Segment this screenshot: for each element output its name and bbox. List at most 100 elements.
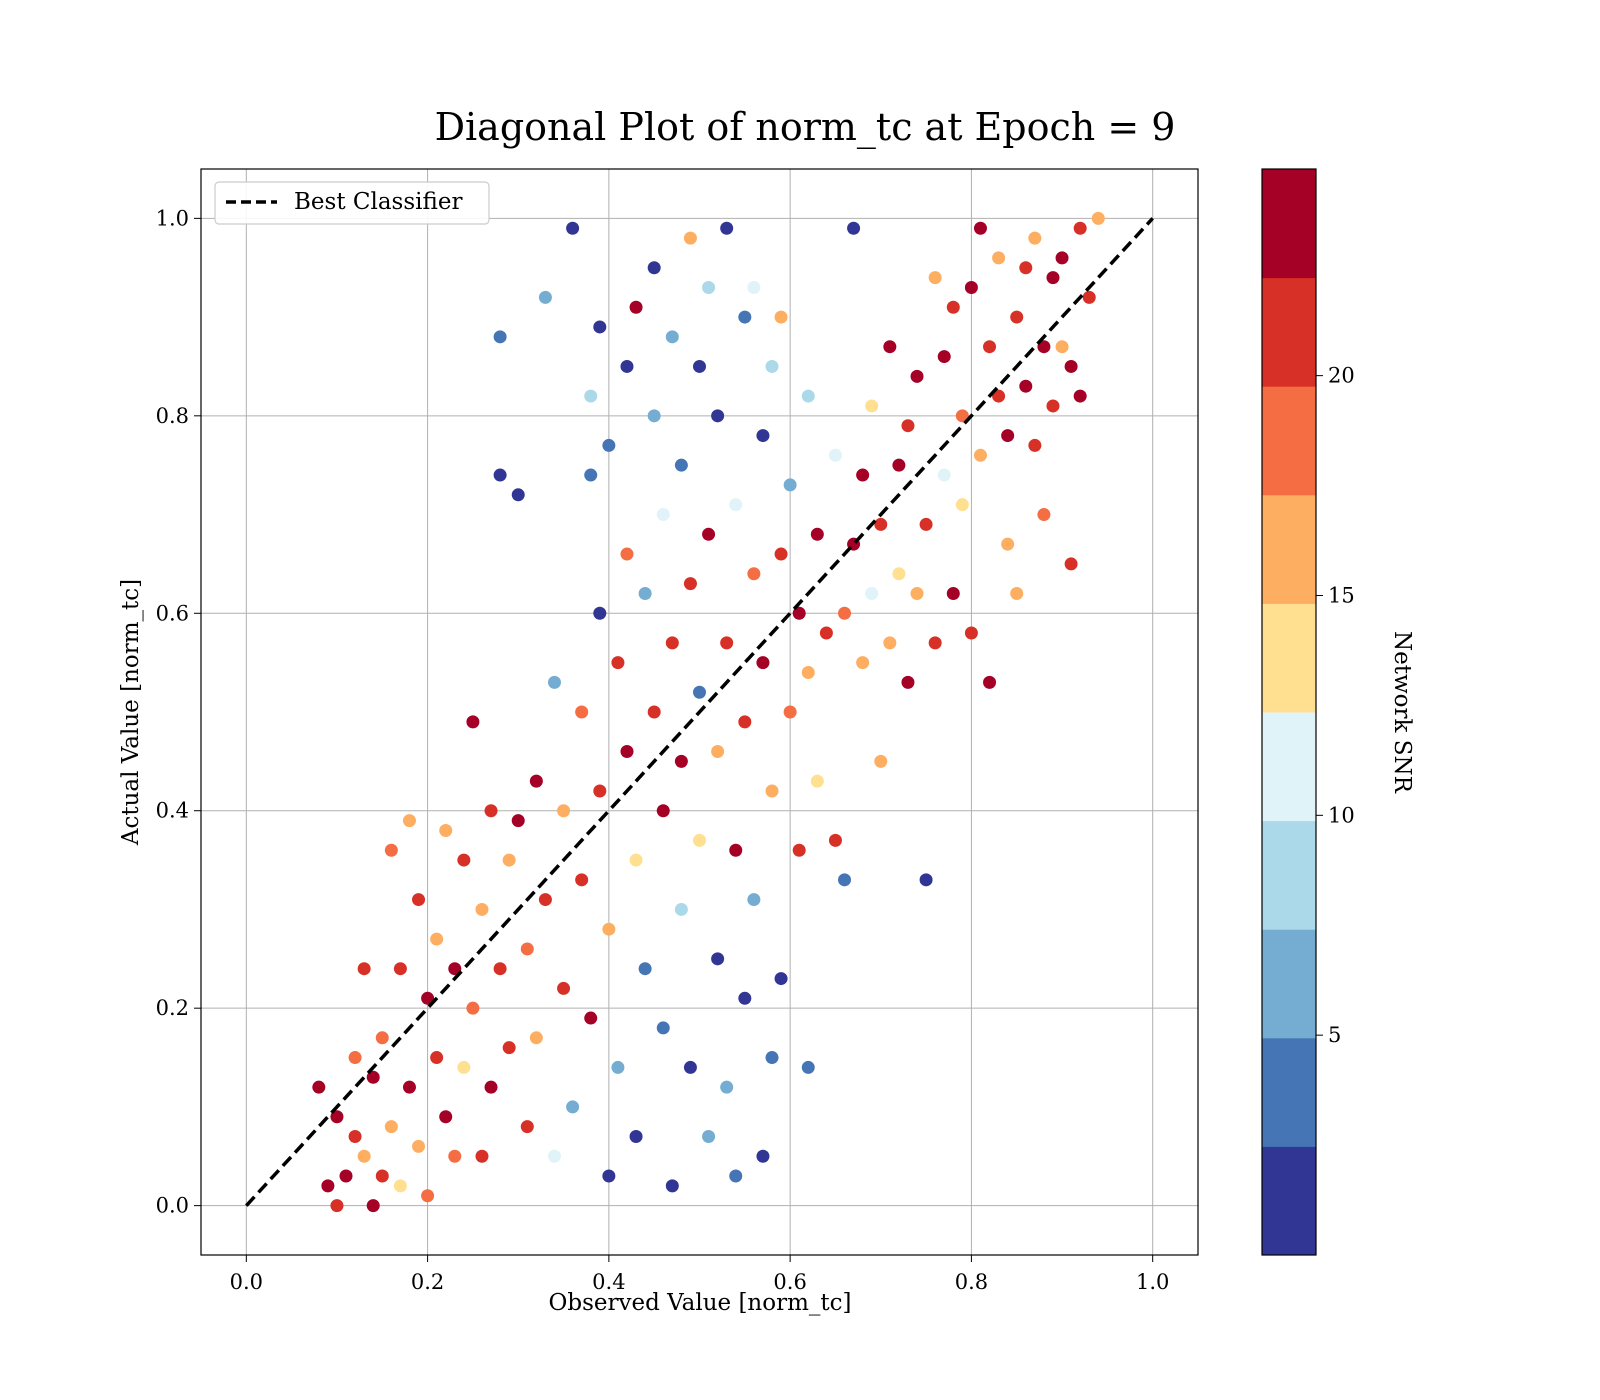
scatter-point xyxy=(520,942,534,956)
scatter-point xyxy=(357,962,371,976)
scatter-point xyxy=(393,1179,407,1193)
y-tick-label: 0.8 xyxy=(156,404,189,428)
scatter-point xyxy=(430,1051,444,1065)
scatter-point xyxy=(575,705,589,719)
scatter-point xyxy=(819,626,833,640)
scatter-point xyxy=(638,962,652,976)
scatter-point xyxy=(366,1199,380,1213)
scatter-point xyxy=(421,991,435,1005)
scatter-point xyxy=(847,221,861,235)
colorbar-tick-label: 20 xyxy=(1328,364,1355,388)
scatter-point xyxy=(901,675,915,689)
scatter-point xyxy=(683,577,697,591)
scatter-point xyxy=(547,675,561,689)
scatter-point xyxy=(792,843,806,857)
scatter-point xyxy=(693,833,706,847)
chart-title: Diagonal Plot of norm_tc at Epoch = 9 xyxy=(435,105,1176,150)
colorbar-tick-label: 5 xyxy=(1328,1023,1341,1047)
scatter-point xyxy=(810,774,824,788)
scatter-point xyxy=(1055,251,1069,265)
scatter-point xyxy=(466,715,480,729)
reference-line xyxy=(245,217,1154,1207)
scatter-point xyxy=(629,853,643,867)
y-tick-label: 0.2 xyxy=(156,996,189,1020)
scatter-point xyxy=(1046,399,1060,413)
scatter-point xyxy=(874,517,888,531)
scatter-point xyxy=(720,1080,734,1094)
scatter-point xyxy=(693,685,706,699)
scatter-point xyxy=(865,587,879,601)
scatter-point xyxy=(747,567,761,581)
scatter-point xyxy=(702,1130,716,1144)
scatter-point xyxy=(375,1031,389,1045)
scatter-point xyxy=(1046,271,1060,285)
scatter-point xyxy=(747,280,761,294)
scatter-point xyxy=(1055,340,1069,354)
scatter-point xyxy=(656,508,670,522)
scatter-point xyxy=(774,972,788,986)
scatter-point xyxy=(557,804,571,818)
scatter-point xyxy=(928,271,942,285)
scatter-point xyxy=(1019,379,1033,393)
scatter-point xyxy=(765,784,779,798)
scatter-point xyxy=(520,1120,534,1134)
scatter-point xyxy=(620,547,634,561)
scatter-point xyxy=(1001,429,1015,443)
scatter-point xyxy=(393,962,407,976)
scatter-point xyxy=(366,1070,380,1084)
legend: Best Classifier xyxy=(214,181,490,225)
scatter-point xyxy=(602,438,616,452)
scatter-point xyxy=(756,656,770,670)
scatter-point xyxy=(348,1051,362,1065)
scatter-point xyxy=(457,1060,471,1074)
scatter-point xyxy=(792,606,806,620)
scatter-point xyxy=(511,488,525,502)
scatter-point xyxy=(511,814,525,828)
scatter-point xyxy=(529,774,543,788)
scatter-point xyxy=(593,320,607,334)
scatter-point xyxy=(529,1031,543,1045)
scatter-point xyxy=(584,389,598,403)
scatter-point xyxy=(412,1139,426,1153)
scatter-point xyxy=(493,962,507,976)
scatter-point xyxy=(448,962,462,976)
y-axis-label: Actual Value [norm_tc] xyxy=(118,579,144,846)
colorbar-segment xyxy=(1262,712,1316,822)
colorbar-segment xyxy=(1262,1146,1316,1256)
scatter-point xyxy=(1028,231,1042,245)
colorbar-tick-label: 15 xyxy=(1328,583,1355,607)
y-tick-label: 0.6 xyxy=(156,601,189,625)
scatter-point xyxy=(973,448,987,462)
best-classifier-line xyxy=(245,217,1154,1207)
scatter-point xyxy=(983,675,997,689)
colorbar-label: Network SNR xyxy=(1389,631,1415,794)
scatter-point xyxy=(928,636,942,650)
scatter-point xyxy=(484,804,498,818)
scatter-point xyxy=(457,853,471,867)
scatter-point xyxy=(674,754,688,768)
scatter-point xyxy=(1037,340,1051,354)
scatter-point xyxy=(502,1041,516,1055)
y-tick-label: 0.4 xyxy=(156,799,189,823)
scatter-point xyxy=(629,300,643,314)
colorbar-segment xyxy=(1262,820,1316,930)
scatter-point xyxy=(330,1199,344,1213)
plot-frame xyxy=(200,168,1199,1256)
scatter-point xyxy=(402,814,416,828)
scatter-point xyxy=(883,340,897,354)
scatter-point xyxy=(593,784,607,798)
y-axis-ticks: 0.0 0.2 0.4 0.6 0.8 1.0 xyxy=(156,206,201,1218)
colorbar-segment xyxy=(1262,169,1316,279)
scatter-point xyxy=(1064,557,1078,571)
scatter-point xyxy=(620,359,634,373)
x-tick-label: 0.0 xyxy=(230,1270,263,1294)
scatter-point xyxy=(711,409,725,423)
x-tick-label: 0.8 xyxy=(955,1270,988,1294)
scatter-point xyxy=(484,1080,498,1094)
scatter-point xyxy=(955,498,969,512)
scatter-point xyxy=(439,1110,453,1124)
y-tick-label: 1.0 xyxy=(156,206,189,230)
scatter-point xyxy=(448,1149,462,1163)
colorbar-segment xyxy=(1262,603,1316,713)
